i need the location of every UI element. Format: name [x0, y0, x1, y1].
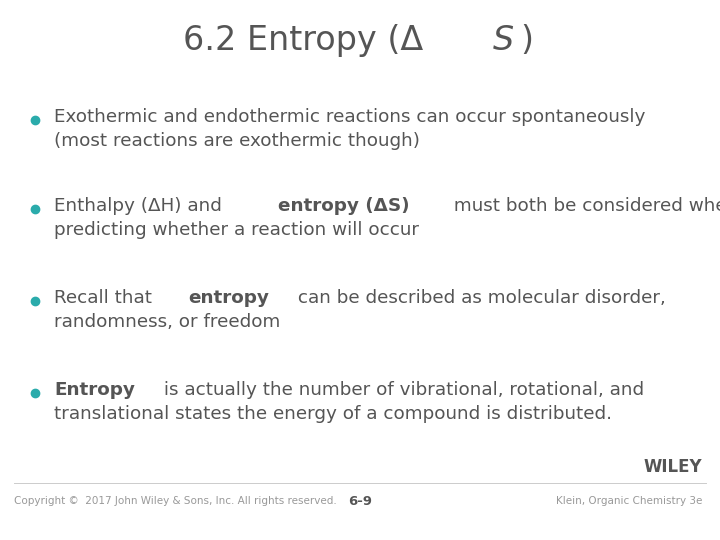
Text: 6.2 Entropy (ΔS): 6.2 Entropy (ΔS) — [222, 24, 498, 57]
Text: must both be considered when: must both be considered when — [448, 197, 720, 215]
Text: can be described as molecular disorder,: can be described as molecular disorder, — [292, 289, 666, 307]
Text: Entropy: Entropy — [54, 381, 135, 399]
Text: predicting whether a reaction will occur: predicting whether a reaction will occur — [54, 221, 419, 239]
Text: Enthalpy (ΔH) and: Enthalpy (ΔH) and — [54, 197, 228, 215]
Text: Exothermic and endothermic reactions can occur spontaneously: Exothermic and endothermic reactions can… — [54, 108, 645, 126]
Text: 6-9: 6-9 — [348, 495, 372, 508]
Text: translational states the energy of a compound is distributed.: translational states the energy of a com… — [54, 405, 612, 423]
Text: Copyright ©  2017 John Wiley & Sons, Inc. All rights reserved.: Copyright © 2017 John Wiley & Sons, Inc.… — [14, 496, 337, 506]
Text: Klein, Organic Chemistry 3e: Klein, Organic Chemistry 3e — [556, 496, 702, 506]
Text: S: S — [493, 24, 514, 57]
Text: randomness, or freedom: randomness, or freedom — [54, 313, 280, 331]
Text: WILEY: WILEY — [644, 458, 702, 476]
Text: Recall that: Recall that — [54, 289, 158, 307]
Text: entropy (ΔS): entropy (ΔS) — [278, 197, 410, 215]
Text: entropy: entropy — [188, 289, 269, 307]
Text: 6.2 Entropy (Δ: 6.2 Entropy (Δ — [183, 24, 423, 57]
Text: ): ) — [520, 24, 534, 57]
Text: (most reactions are exothermic though): (most reactions are exothermic though) — [54, 132, 420, 150]
Text: is actually the number of vibrational, rotational, and: is actually the number of vibrational, r… — [158, 381, 644, 399]
